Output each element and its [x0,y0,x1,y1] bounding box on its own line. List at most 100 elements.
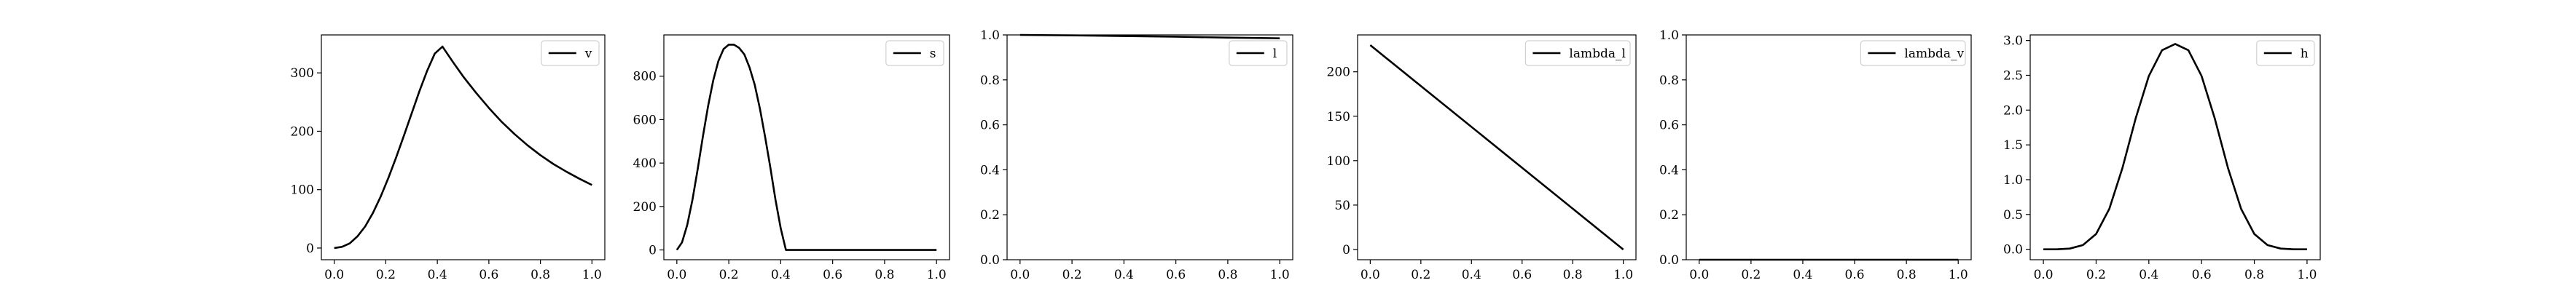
y-tick-label: 0.0 [1659,253,1679,268]
y-tick-label: 1.0 [1659,28,1679,43]
series-line [334,45,592,250]
plot-frame [2029,34,2321,260]
chart-panel-h: 0.0 0.2 0.4 0.6 0.8 1.0 0.0 0.5 1.0 1.5 2.0 2.5 3.0 h [2003,34,2321,282]
chart-panel-lambda-l: 0.0 0.2 0.4 0.6 0.8 1.0 0 50 100 150 200 lambda_l [1327,34,1637,282]
chart-panel-lambda-v: 0.0 0.2 0.4 0.6 0.8 1.0 0.0 0.2 0.4 0.6 0.8 1.0 lamb… [1659,28,1972,282]
x-tick-label: 0.2 [1411,268,1430,282]
y-tick-label: 0.4 [980,163,1000,178]
y-tick-label: 0 [306,242,314,256]
legend-label: v [584,47,592,61]
x-tick-label: 0.8 [2244,268,2264,282]
y-tick-label: 50 [1334,199,1350,213]
x-tick-label: 1.0 [1613,268,1633,282]
series-line [1019,33,1280,39]
y-tick-label: 0.0 [980,253,1000,268]
x-tick-label: 0.6 [1166,268,1186,282]
x-tick-label: 0.8 [1563,268,1583,282]
y-tick-label: 3.0 [2003,34,2023,49]
x-tick-label: 1.0 [1270,268,1290,282]
x-tick-label: 0.2 [376,268,396,282]
legend-label: lambda_l [1569,47,1626,61]
chart-panel-v: 0.0 0.2 0.4 0.6 0.8 1.0 0 100 200 300 v [291,34,606,282]
x-tick-label: 1.0 [2297,268,2317,282]
x-tick-label: 0.4 [771,268,791,282]
y-tick-label: 0.5 [2003,208,2023,223]
series-line [2043,43,2307,250]
x-tick-label: 0.2 [1741,268,1761,282]
y-tick-label: 0.4 [1659,163,1679,178]
y-tick-label: 0.2 [1659,208,1679,223]
y-tick-label: 200 [1327,65,1350,80]
y-tick-label: 1.0 [2003,173,2023,188]
y-tick-label: 150 [1327,110,1350,124]
x-tick-label: 0.0 [2034,268,2054,282]
legend: s [885,40,944,66]
y-tick-label: 0.2 [980,208,1000,223]
plot-frame [1006,34,1293,260]
legend: v [541,40,600,66]
y-tick-label: 0 [1342,243,1350,258]
x-tick-label: 0.2 [2086,268,2106,282]
x-tick-label: 0.4 [1114,268,1134,282]
x-tick-label: 1.0 [927,268,947,282]
y-tick-label: 0.6 [1659,119,1679,133]
plot-frame [663,34,950,260]
legend: l [1229,40,1288,66]
x-tick-label: 0.6 [479,268,498,282]
y-tick-label: 0.8 [980,73,1000,88]
x-tick-label: 0.0 [324,268,344,282]
x-tick-label: 1.0 [1949,268,1968,282]
y-tick-label: 200 [291,124,314,139]
x-tick-label: 1.0 [582,268,602,282]
y-tick-label: 1.5 [2003,138,2023,153]
x-tick-label: 0.6 [823,268,842,282]
x-tick-label: 0.8 [874,268,894,282]
y-tick-label: 2.5 [2003,68,2023,83]
series-line [676,44,937,251]
legend-label: s [930,47,936,61]
y-tick-label: 100 [291,183,314,198]
y-tick-label: 300 [291,66,314,81]
chart-panel-l: 0.0 0.2 0.4 0.6 0.8 1.0 0.0 0.2 0.4 0.6 0.8 1.0 l [980,28,1293,282]
y-tick-label: 1.0 [980,28,1000,43]
legend: h [2256,40,2315,66]
plot-frame [1686,34,1972,260]
y-tick-label: 800 [633,70,657,84]
x-tick-label: 0.8 [1218,268,1237,282]
legend-label: lambda_v [1904,47,1964,61]
series-line [1369,44,1624,250]
y-tick-label: 100 [1327,154,1350,169]
legend: lambda_v [1860,40,1966,66]
x-tick-label: 0.2 [1062,268,1082,282]
x-tick-label: 0.0 [1689,268,1709,282]
x-tick-label: 0.6 [2192,268,2212,282]
legend-box [1524,40,1631,66]
y-tick-label: 2.0 [2003,103,2023,118]
legend: lambda_l [1524,40,1631,66]
plot-frame [321,34,606,260]
x-tick-label: 0.4 [1462,268,1481,282]
x-tick-label: 0.0 [1361,268,1380,282]
y-tick-label: 400 [633,156,657,171]
legend-label: l [1273,47,1277,61]
y-tick-label: 0.8 [1659,73,1679,88]
y-tick-label: 600 [633,113,657,127]
x-tick-label: 0.0 [1010,268,1030,282]
y-tick-label: 0 [649,244,657,258]
x-tick-label: 0.6 [1845,268,1865,282]
x-tick-label: 0.8 [1897,268,1917,282]
y-tick-label: 0.0 [2003,243,2023,258]
x-tick-label: 0.8 [531,268,550,282]
x-tick-label: 0.4 [2139,268,2158,282]
chart-panel-s: 0.0 0.2 0.4 0.6 0.8 1.0 0 200 400 600 800 s [633,34,950,282]
legend-label: h [2301,47,2309,61]
x-tick-label: 0.6 [1512,268,1532,282]
plot-frame [1357,34,1637,260]
x-tick-label: 0.0 [667,268,686,282]
x-tick-label: 0.4 [428,268,447,282]
y-tick-label: 200 [633,200,657,215]
x-tick-label: 0.2 [719,268,739,282]
x-tick-label: 0.4 [1793,268,1812,282]
y-tick-label: 0.6 [980,119,1000,133]
